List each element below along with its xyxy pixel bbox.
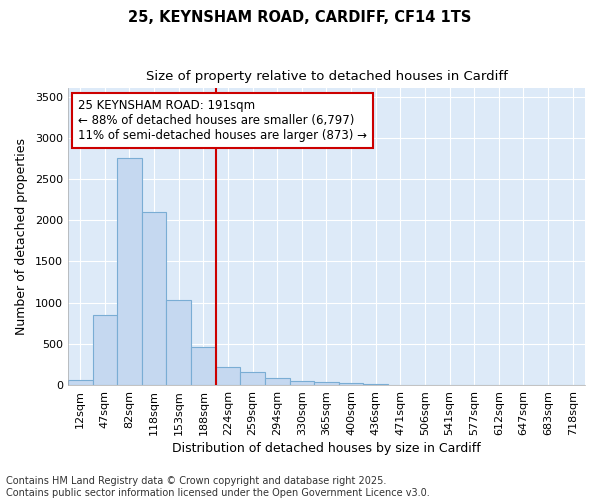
Bar	[265, 378, 290, 385]
Bar	[290, 381, 314, 385]
Bar	[68, 380, 92, 385]
Bar	[215, 368, 240, 385]
Bar	[92, 315, 117, 385]
Text: 25 KEYNSHAM ROAD: 191sqm
← 88% of detached houses are smaller (6,797)
11% of sem: 25 KEYNSHAM ROAD: 191sqm ← 88% of detach…	[78, 98, 367, 142]
Bar	[166, 300, 191, 385]
Y-axis label: Number of detached properties: Number of detached properties	[15, 138, 28, 335]
Bar	[314, 382, 339, 385]
Bar	[191, 347, 215, 385]
Bar	[117, 158, 142, 385]
X-axis label: Distribution of detached houses by size in Cardiff: Distribution of detached houses by size …	[172, 442, 481, 455]
Title: Size of property relative to detached houses in Cardiff: Size of property relative to detached ho…	[146, 70, 508, 83]
Text: 25, KEYNSHAM ROAD, CARDIFF, CF14 1TS: 25, KEYNSHAM ROAD, CARDIFF, CF14 1TS	[128, 10, 472, 25]
Bar	[240, 372, 265, 385]
Text: Contains HM Land Registry data © Crown copyright and database right 2025.
Contai: Contains HM Land Registry data © Crown c…	[6, 476, 430, 498]
Bar	[339, 384, 364, 385]
Bar	[364, 384, 388, 385]
Bar	[142, 212, 166, 385]
